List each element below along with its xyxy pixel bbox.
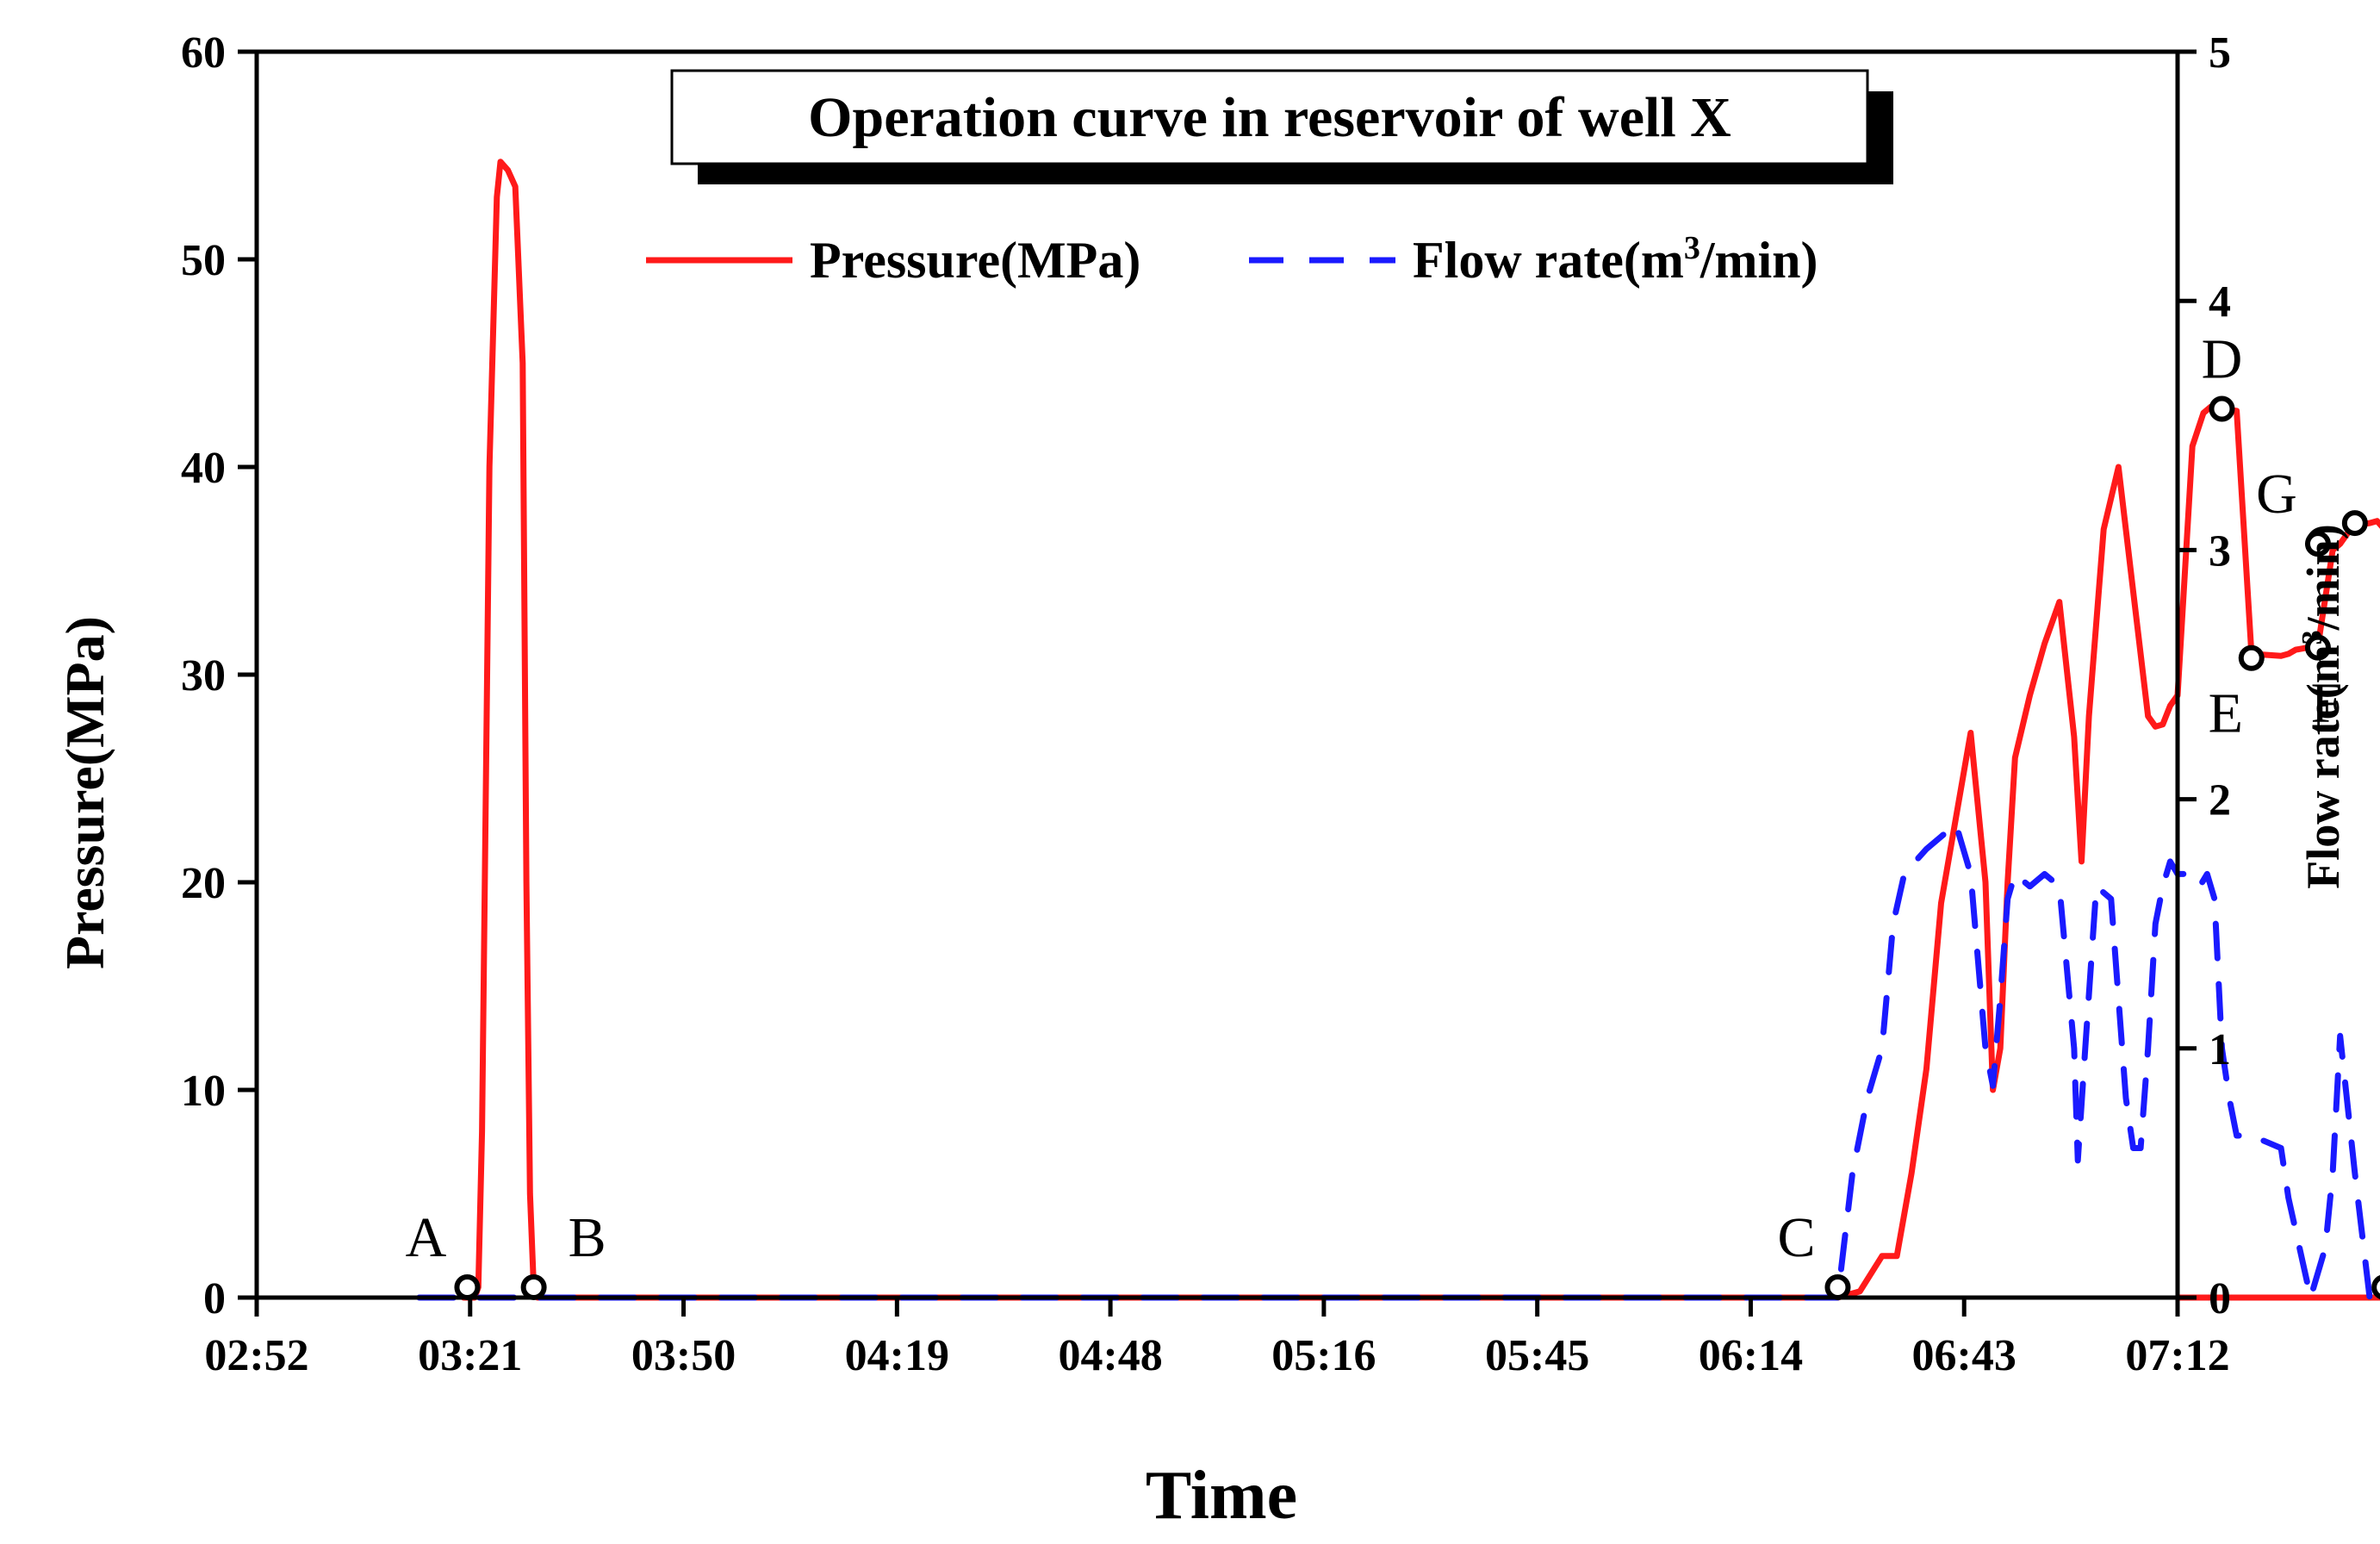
x-tick-label: 04:48 <box>1058 1331 1162 1380</box>
point-label-G: G <box>2256 463 2297 526</box>
point-marker-E <box>2238 644 2265 671</box>
y2-tick-label: 3 <box>2209 526 2231 576</box>
point-marker-G <box>2304 531 2331 557</box>
legend: Pressure(MPa) Flow rate(m3/min) <box>646 230 1818 289</box>
point-marker-A <box>454 1273 481 1300</box>
y-tick-label: 40 <box>181 444 226 493</box>
y-tick-label: 10 <box>181 1067 226 1116</box>
y-tick-label: 0 <box>203 1274 226 1323</box>
legend-pressure-label: Pressure(MPa) <box>810 232 1140 289</box>
point-label-D: D <box>2202 328 2243 391</box>
x-tick-label: 05:45 <box>1485 1331 1589 1380</box>
x-tick-label: 02:52 <box>204 1331 308 1380</box>
x-tick-label: 04:19 <box>845 1331 949 1380</box>
y-tick-label: 30 <box>181 651 226 700</box>
y-tick-label: 60 <box>181 28 226 78</box>
y2-tick-label: 0 <box>2209 1274 2231 1323</box>
series-layer <box>416 159 2380 1301</box>
point-marker-C <box>1824 1273 1851 1300</box>
point-label-F: F <box>2311 672 2343 735</box>
legend-flow-label: Flow rate(m3/min) <box>1413 230 1818 289</box>
x-tick-label: 07:12 <box>2125 1331 2229 1380</box>
point-label-E: E <box>2209 682 2243 745</box>
pressure-series-line <box>460 159 2380 1301</box>
x-tick-label: 06:14 <box>1699 1331 1803 1380</box>
y2-tick-label: 4 <box>2209 277 2231 327</box>
x-tick-label: 06:43 <box>1912 1331 2016 1380</box>
y-axis-title: Pressure(MPa) <box>54 616 115 969</box>
point-marker-F <box>2304 634 2331 661</box>
point-label-C: C <box>1777 1206 1815 1269</box>
point-label-B: B <box>569 1206 606 1269</box>
plot-frame <box>254 49 2180 1300</box>
x-axis-title: Time <box>1146 1458 1297 1534</box>
point-marker-I <box>2371 1274 2380 1300</box>
x-tick-label: 03:21 <box>418 1331 522 1380</box>
ticks-layer: 02:52 03:21 03:50 04:19 04:48 05:16 05:45 06:14… <box>181 28 2231 1380</box>
y2-axis-title: Flow rate(m3/min) <box>2296 524 2349 888</box>
title-text: Operation curve in reservoir of well X <box>808 86 1731 149</box>
point-marker-H <box>2341 510 2368 537</box>
flow-rate-series-line <box>416 821 2373 1301</box>
axes-layer <box>254 49 2180 1300</box>
point-label-A: A <box>406 1206 447 1269</box>
y2-tick-label: 5 <box>2209 28 2231 78</box>
point-marker-D <box>2209 395 2235 422</box>
y-tick-label: 50 <box>181 236 226 285</box>
y2-tick-label: 2 <box>2209 776 2231 825</box>
point-marker-B <box>520 1273 547 1300</box>
annotation-layer: ABCDEFGHI <box>406 328 2380 1300</box>
y2-tick-label: 1 <box>2209 1025 2231 1074</box>
x-tick-label: 03:50 <box>631 1331 736 1380</box>
y-tick-label: 20 <box>181 859 226 908</box>
x-tick-label: 05:16 <box>1271 1331 1376 1380</box>
chart-title: Operation curve in reservoir of well X <box>670 69 1893 184</box>
title-box <box>670 69 1869 165</box>
